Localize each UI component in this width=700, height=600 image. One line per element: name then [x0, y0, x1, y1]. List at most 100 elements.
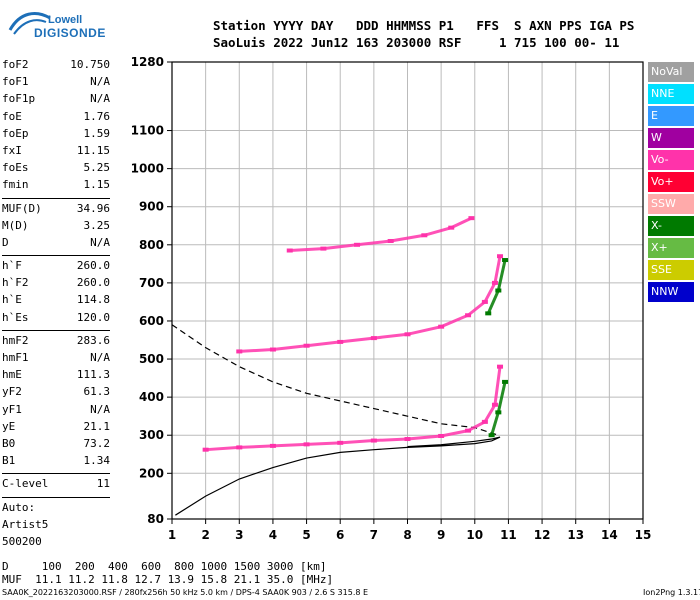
- param-value: 114.8: [76, 293, 110, 307]
- distance-line: D 100 200 400 600 800 1000 1500 3000 [km…: [2, 560, 327, 573]
- legend-item: NNW: [648, 282, 694, 302]
- param-value: N/A: [90, 351, 110, 364]
- param-value: 1.76: [83, 109, 111, 123]
- profile-solid-curve: [175, 436, 501, 516]
- legend-item: Vo-: [648, 150, 694, 170]
- legend-item: SSW: [648, 194, 694, 214]
- y-tick-label: 800: [139, 238, 164, 252]
- logo-digisonde-text: DIGISONDE: [34, 26, 106, 40]
- param-name: D: [2, 235, 9, 249]
- x-tick-label: 6: [336, 528, 344, 542]
- param-name: h`Es: [2, 310, 29, 324]
- param-row: MUF(D) 34.96: [2, 202, 110, 219]
- param-name: foEs: [2, 161, 29, 175]
- x-tick-label: 15: [635, 528, 652, 542]
- legend-item: W: [648, 128, 694, 148]
- y-tick-label: 80: [147, 512, 164, 526]
- param-name: C-level: [2, 477, 49, 491]
- x-tick-label: 7: [370, 528, 378, 542]
- y-tick-label: 900: [139, 200, 164, 214]
- lowell-digisonde-logo: Lowell DIGISONDE: [6, 4, 105, 44]
- param-name: h`E: [2, 293, 22, 307]
- x-tick-label: 13: [567, 528, 584, 542]
- param-row: foF1 N/A: [2, 75, 110, 92]
- legend-item: X+: [648, 238, 694, 258]
- param-row: M(D) 3.25: [2, 219, 110, 236]
- param-value: 1.59: [83, 126, 111, 140]
- profile-dashed-curve: [171, 324, 499, 436]
- x-tick-label: 8: [403, 528, 411, 542]
- param-value: 10.750: [70, 58, 110, 71]
- header-values: SaoLuis 2022 Jun12 163 203000 RSF 1 715 …: [213, 35, 620, 50]
- param-row: C-level 11: [2, 477, 110, 494]
- echo-trace: [289, 216, 473, 253]
- param-name: hmE: [2, 368, 22, 382]
- param-separator: [2, 255, 110, 257]
- param-value: N/A: [90, 92, 110, 106]
- param-name: h`F: [2, 259, 22, 273]
- x-tick-label: 14: [601, 528, 618, 542]
- autoscaling-line: 500200: [2, 534, 42, 548]
- x-tick-label: 12: [534, 528, 551, 542]
- x-tick-label: 4: [269, 528, 277, 542]
- param-name: h`F2: [2, 276, 29, 290]
- scaled-parameters-panel: foF2 10.750 foF1 N/A foF1p N/A foE 1.76 foEp 1.59…: [2, 58, 110, 552]
- legend-item: NNE: [648, 84, 694, 104]
- legend-item: E: [648, 106, 694, 126]
- y-tick-label: 700: [139, 276, 164, 290]
- y-tick-label: 1000: [131, 162, 164, 176]
- param-value: 1.34: [83, 454, 111, 468]
- param-separator: [2, 197, 110, 199]
- param-value: 111.3: [76, 368, 110, 382]
- param-name: hmF2: [2, 333, 29, 347]
- param-separator: [2, 473, 110, 475]
- param-name: foF1: [2, 75, 29, 89]
- param-row: foF2 10.750: [2, 58, 110, 75]
- echo-trace: [239, 255, 502, 353]
- param-group-muf: MUF(D) 34.96 M(D) 3.25 D N/A: [2, 202, 110, 254]
- y-tick-label: 400: [139, 390, 164, 404]
- footer-version: Ion2Png 1.3.17: [643, 588, 700, 597]
- param-row: yF2 61.3: [2, 385, 110, 402]
- param-value: 11.15: [76, 143, 110, 157]
- param-value: 283.6: [76, 333, 110, 347]
- y-tick-label: 1100: [131, 124, 164, 138]
- param-name: B1: [2, 454, 16, 468]
- param-row: hmF2 283.6: [2, 334, 110, 351]
- param-name: M(D): [2, 218, 29, 232]
- param-group-virtual-heights: h`F 260.0 h`F2 260.0 h`E 114.8 h`Es 120.0: [2, 259, 110, 328]
- param-row: foEs 5.25: [2, 161, 110, 178]
- param-row: yF1 N/A: [2, 403, 110, 420]
- legend-item: Vo+: [648, 172, 694, 192]
- y-tick-label: 600: [139, 314, 164, 328]
- param-row: D N/A: [2, 236, 110, 253]
- param-group-confidence: C-level 11: [2, 477, 110, 494]
- x-tick-label: 10: [466, 528, 483, 542]
- param-value: N/A: [90, 402, 110, 416]
- param-row: h`Es 120.0: [2, 311, 110, 328]
- x-tick-label: 2: [201, 528, 209, 542]
- legend-item: NoVal: [648, 62, 694, 82]
- param-name: yF2: [2, 385, 22, 399]
- param-value: 3.25: [83, 218, 111, 232]
- param-value: 5.25: [83, 161, 111, 175]
- param-name: foF2: [2, 58, 29, 71]
- param-value: 260.0: [76, 276, 110, 290]
- param-row: foE 1.76: [2, 110, 110, 127]
- autoscaling-info: Auto: Artist5 500200: [2, 501, 110, 553]
- footer-file-info: SAA0K_2022163203000.RSF / 280fx256h 50 k…: [2, 588, 369, 597]
- param-value: 260.0: [76, 259, 110, 273]
- param-group-critical-frequencies: foF2 10.750 foF1 N/A foF1p N/A foE 1.76 foEp 1.59…: [2, 58, 110, 196]
- param-name: yE: [2, 419, 16, 433]
- y-tick-label: 1280: [131, 55, 164, 69]
- param-row: B0 73.2: [2, 437, 110, 454]
- param-name: fxI: [2, 143, 22, 157]
- x-tick-label: 3: [235, 528, 243, 542]
- param-row: hmF1 N/A: [2, 351, 110, 368]
- echo-trace: [490, 381, 507, 436]
- param-row: foF1p N/A: [2, 92, 110, 109]
- param-value: 1.15: [83, 178, 111, 192]
- param-value: 34.96: [76, 201, 110, 215]
- param-name: hmF1: [2, 351, 29, 364]
- autoscaling-line: Auto:: [2, 500, 36, 514]
